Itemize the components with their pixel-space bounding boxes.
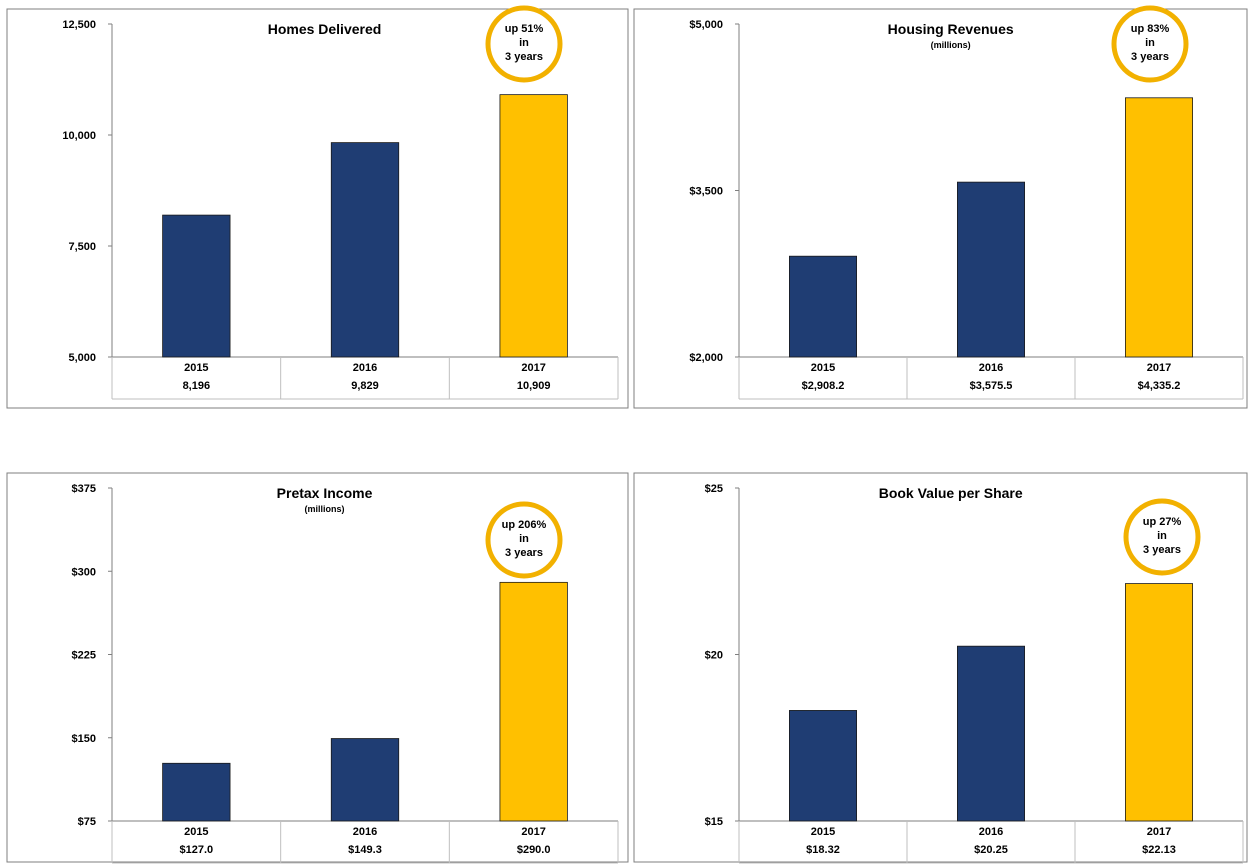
chart-panel: $15 $20 $25 2015 $18.32 2016 $20.25 2017 $22.13 B…	[633, 472, 1248, 864]
x-category-label: 2015	[811, 826, 835, 838]
value-label: $3,575.5	[970, 380, 1013, 392]
bar	[957, 645, 1026, 822]
value-label: $290.0	[517, 844, 551, 856]
value-label: $18.32	[806, 844, 840, 856]
value-label: $4,335.2	[1138, 380, 1181, 392]
bar	[789, 255, 858, 358]
x-category-label: 2017	[1147, 362, 1171, 374]
value-label: $127.0	[180, 844, 214, 856]
chart-panel: $2,000 $3,500 $5,000 2015 $2,908.2 2016 $3,575…	[633, 5, 1248, 409]
callout-ring	[1123, 498, 1201, 576]
y-tick-label: $225	[72, 650, 96, 662]
y-tick-label: 5,000	[68, 352, 96, 364]
x-category-label: 2016	[353, 362, 377, 374]
chart-title: Homes Delivered	[268, 21, 382, 37]
bar	[1125, 583, 1194, 822]
chart-subtitle: (millions)	[931, 40, 971, 50]
value-label: $20.25	[974, 844, 1008, 856]
callout-text: 3 years	[1131, 51, 1169, 63]
y-tick-label: $375	[72, 483, 96, 495]
y-tick-label: $25	[705, 483, 723, 495]
bar	[499, 94, 568, 358]
callout-text: in	[519, 533, 529, 545]
callout-text: up 206%	[502, 519, 547, 531]
callout-ring	[485, 5, 563, 83]
bar	[789, 710, 858, 822]
callout-text: in	[519, 37, 529, 49]
x-category-label: 2015	[184, 826, 208, 838]
x-category-label: 2017	[521, 362, 545, 374]
x-category-label: 2015	[811, 362, 835, 374]
value-label: $149.3	[348, 844, 382, 856]
x-category-label: 2016	[353, 826, 377, 838]
x-category-label: 2016	[979, 362, 1003, 374]
callout-text: up 83%	[1131, 23, 1170, 35]
x-category-label: 2017	[521, 826, 545, 838]
callout-text: in	[1145, 37, 1155, 49]
value-label: 10,909	[517, 380, 551, 392]
y-tick-label: $20	[705, 650, 723, 662]
callout-text: 3 years	[505, 547, 543, 559]
y-tick-label: $2,000	[689, 352, 723, 364]
callout-text: up 27%	[1143, 516, 1182, 528]
bar	[1125, 97, 1194, 358]
chart-title: Book Value per Share	[879, 485, 1023, 501]
chart-title: Pretax Income	[277, 485, 373, 501]
y-tick-label: 7,500	[68, 241, 96, 253]
value-label: $2,908.2	[802, 380, 845, 392]
y-tick-label: $75	[78, 816, 96, 828]
chart-title: Housing Revenues	[888, 21, 1014, 37]
y-tick-label: 10,000	[62, 130, 96, 142]
chart-panel: $75 $150 $225 $300 $375 2015 $127.0 2016 $149.3 2…	[6, 472, 629, 864]
chart-panel: 5,000 7,500 10,000 12,500 2015 8,196 2016 9,829…	[6, 5, 629, 409]
bar	[499, 581, 568, 822]
x-category-label: 2017	[1147, 826, 1171, 838]
bar	[330, 142, 400, 358]
bar	[162, 762, 231, 822]
value-label: 8,196	[183, 380, 211, 392]
bar	[162, 214, 231, 358]
x-category-label: 2015	[184, 362, 208, 374]
y-tick-label: $5,000	[689, 19, 723, 31]
y-tick-label: $300	[72, 566, 96, 578]
bar	[957, 181, 1026, 358]
y-tick-label: $150	[72, 733, 96, 745]
callout-text: 3 years	[505, 51, 543, 63]
y-tick-label: $15	[705, 816, 723, 828]
callout-ring	[1111, 5, 1189, 83]
y-tick-label: $3,500	[689, 186, 723, 198]
x-category-label: 2016	[979, 826, 1003, 838]
callout-text: in	[1157, 530, 1167, 542]
bar	[330, 738, 400, 822]
callout-text: up 51%	[505, 23, 544, 35]
y-tick-label: 12,500	[62, 19, 96, 31]
value-label: 9,829	[351, 380, 379, 392]
chart-subtitle: (millions)	[305, 504, 345, 514]
callout-ring	[485, 501, 563, 579]
callout-text: 3 years	[1143, 544, 1181, 556]
value-label: $22.13	[1142, 844, 1176, 856]
